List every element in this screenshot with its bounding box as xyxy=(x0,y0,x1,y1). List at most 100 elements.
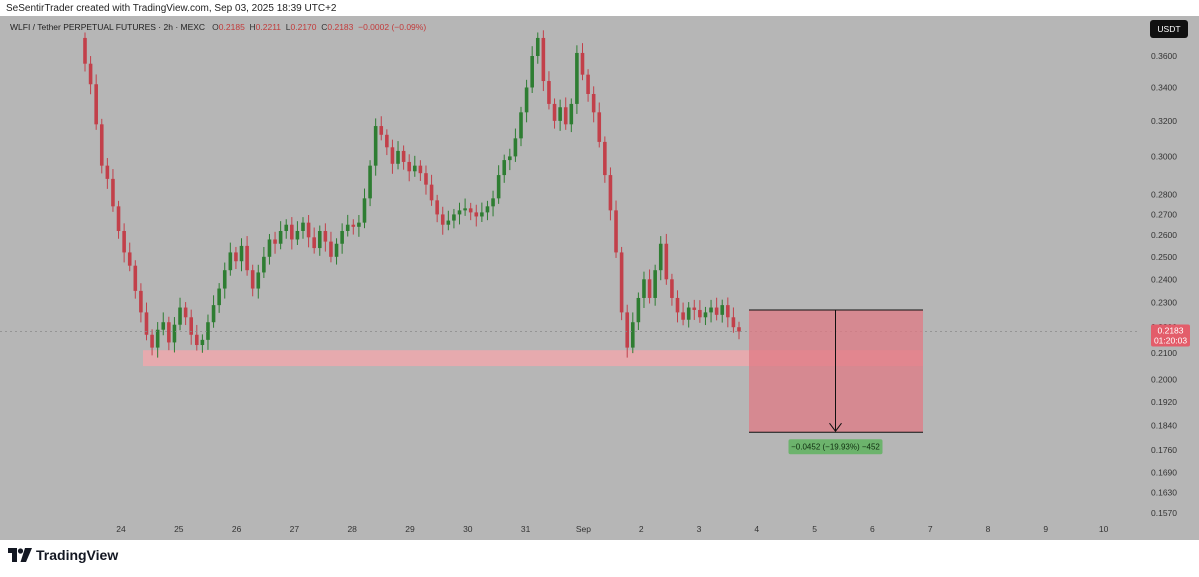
candle-body xyxy=(189,317,194,335)
candle-body xyxy=(228,252,233,271)
candle-body xyxy=(301,222,305,231)
candle-body xyxy=(83,37,87,64)
candle-body xyxy=(183,307,188,318)
tradingview-logo[interactable]: TradingView xyxy=(8,547,118,563)
candle-body xyxy=(161,322,166,330)
candle-body xyxy=(474,212,479,217)
open-label: O xyxy=(212,22,219,32)
candle-body xyxy=(714,307,719,315)
candle-body xyxy=(440,214,445,225)
symbol-name: WLFI / Tether PERPETUAL FUTURES · 2h · M… xyxy=(10,22,206,32)
date-tick-10: 10 xyxy=(1099,524,1109,534)
candle-body xyxy=(234,252,238,262)
candle-body xyxy=(105,165,110,179)
candle-body xyxy=(88,63,93,85)
candle-body xyxy=(385,134,389,148)
price-tick-0.1690: 0.1690 xyxy=(1151,467,1177,477)
date-tick-26: 26 xyxy=(232,524,242,534)
candle-body xyxy=(457,210,462,215)
candle-body xyxy=(480,212,484,217)
candle-body xyxy=(194,334,199,346)
candle-body xyxy=(547,81,551,104)
candle-body xyxy=(647,279,652,298)
candle-body xyxy=(586,74,590,94)
footer xyxy=(0,540,1199,577)
candle-body xyxy=(206,322,210,340)
candle-body xyxy=(496,175,501,199)
candle-body xyxy=(345,224,350,231)
date-tick-28: 28 xyxy=(347,524,357,534)
candle-body xyxy=(312,237,316,249)
candle-body xyxy=(172,324,177,343)
date-tick-3: 3 xyxy=(697,524,702,534)
current-price-label-bg xyxy=(1151,324,1190,347)
candle-body xyxy=(502,160,507,176)
candle-body xyxy=(373,126,378,166)
candle-body xyxy=(306,222,311,238)
symbol-legend: WLFI / Tether PERPETUAL FUTURES · 2h · M… xyxy=(10,22,426,32)
candle-body xyxy=(290,224,294,240)
candle-body xyxy=(239,245,244,262)
candle-body xyxy=(424,173,428,185)
date-tick-8: 8 xyxy=(986,524,991,534)
candle-body xyxy=(630,322,635,348)
candle-body xyxy=(658,243,663,271)
price-tick-0.1570: 0.1570 xyxy=(1151,508,1177,518)
candle-body xyxy=(686,307,691,320)
candle-body xyxy=(139,290,143,313)
candle-body xyxy=(703,312,708,318)
candle-body xyxy=(250,270,255,289)
date-tick-2: 2 xyxy=(639,524,644,534)
candle-body xyxy=(200,339,205,346)
candle-body xyxy=(580,52,585,75)
candle-body xyxy=(653,270,657,298)
candle-body xyxy=(429,184,434,201)
measure-label-bg xyxy=(788,439,883,455)
candle-body xyxy=(362,198,367,223)
candle-body xyxy=(737,327,741,332)
price-tick-0.3400: 0.3400 xyxy=(1151,82,1177,92)
candle-body xyxy=(222,270,227,289)
candle-body xyxy=(513,138,518,157)
candle-body xyxy=(508,156,512,161)
candle-body xyxy=(211,305,216,323)
measure-arrow-head xyxy=(829,422,842,433)
price-tick-0.1920: 0.1920 xyxy=(1151,397,1177,407)
candle-body xyxy=(273,239,277,244)
price-chart[interactable]: 24 25 26 27 28 29 30 31 Sep 2 3 4 5 6 7 8 9 10 0.3600 0.340… xyxy=(0,16,1199,540)
price-tick-0.3000: 0.3000 xyxy=(1151,151,1177,161)
candle-body xyxy=(127,252,132,266)
candle-body xyxy=(603,141,607,176)
candle-body xyxy=(720,305,725,315)
candle-body xyxy=(591,93,596,113)
candle-body xyxy=(552,103,557,121)
candle-body xyxy=(463,208,467,211)
candle-body xyxy=(675,297,680,313)
top-bar: SeSentirTrader created with TradingView.… xyxy=(0,0,1199,16)
candle-body xyxy=(530,56,534,88)
low-label: L xyxy=(285,22,291,32)
support-zone xyxy=(143,350,923,367)
candle-body xyxy=(178,307,182,325)
candle-body xyxy=(317,230,322,249)
candle-body xyxy=(575,52,579,104)
candle-body xyxy=(731,317,736,328)
candle-body xyxy=(150,334,154,348)
high-value: 0.2211 xyxy=(255,22,282,32)
date-tick-30: 30 xyxy=(463,524,473,534)
date-tick-29: 29 xyxy=(405,524,415,534)
candle-body xyxy=(340,230,344,244)
date-tick-31: 31 xyxy=(521,524,531,534)
high-label: H xyxy=(249,22,256,32)
currency-unit-button[interactable]: USDT xyxy=(1150,20,1188,38)
date-tick-9: 9 xyxy=(1043,524,1048,534)
candle-body xyxy=(94,84,98,125)
price-tick-0.3600: 0.3600 xyxy=(1151,51,1177,61)
candle-body xyxy=(563,107,568,125)
candle-body xyxy=(491,198,495,207)
candle-body xyxy=(692,307,697,310)
price-tick-0.1760: 0.1760 xyxy=(1151,445,1177,455)
candle-body xyxy=(144,312,149,335)
credit-text: SeSentirTrader created with TradingView.… xyxy=(6,3,337,14)
candle-body xyxy=(625,312,630,348)
